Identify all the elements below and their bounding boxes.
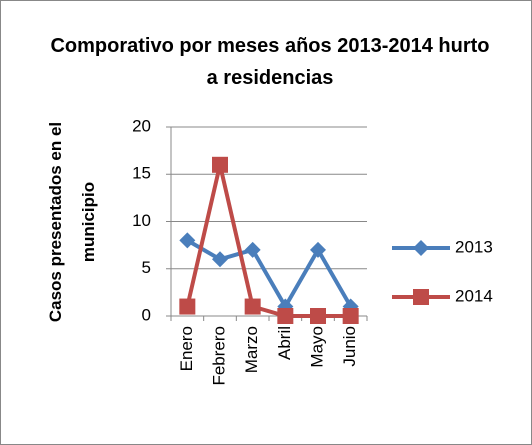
marker [179, 298, 196, 315]
marker [310, 308, 326, 324]
chart-title: Comporativo por meses años 2013-2014 hur… [50, 35, 490, 89]
marker [212, 251, 228, 268]
x-tick-label: Abril [275, 326, 294, 360]
marker [342, 308, 359, 324]
legend-label: 2013 [455, 237, 493, 256]
x-tick-label: Febrero [209, 326, 228, 386]
y-tick-label: 0 [142, 305, 151, 324]
marker [244, 298, 261, 315]
y-tick-label: 10 [132, 211, 151, 230]
line [186, 238, 353, 309]
x-tick-label: Junio [340, 326, 359, 367]
y-tick-label: 5 [142, 258, 151, 277]
x-tick-label: Marzo [242, 326, 261, 373]
marker [310, 241, 326, 258]
marker [179, 232, 196, 249]
x-tick-label: Mayo [307, 326, 326, 368]
marker [212, 156, 228, 173]
line [185, 162, 351, 318]
y-tick-label: 20 [132, 116, 151, 135]
legend-marker [413, 289, 429, 305]
marker [244, 241, 261, 258]
x-tick-label: Enero [177, 326, 196, 371]
legend-label: 2014 [455, 286, 493, 305]
y-tick-label: 15 [132, 164, 151, 183]
marker [277, 308, 294, 324]
legend-marker [413, 240, 429, 256]
